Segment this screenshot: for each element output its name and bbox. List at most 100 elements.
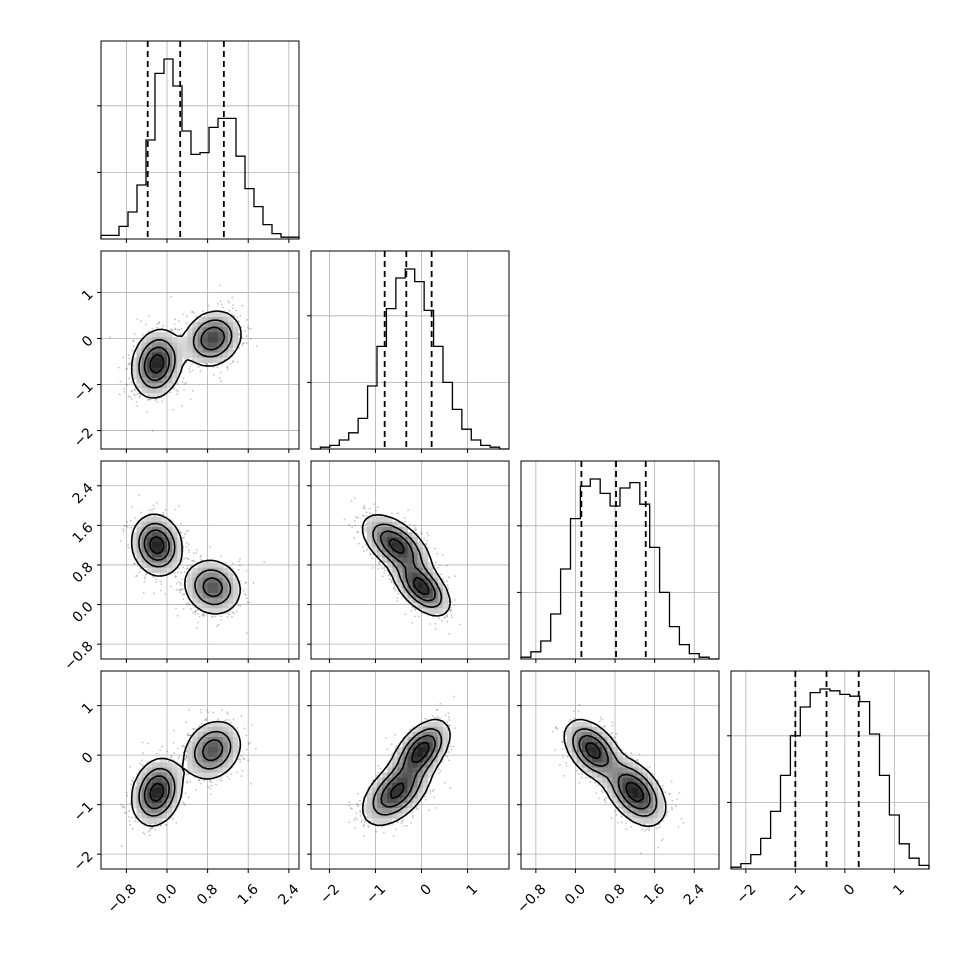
density-cell <box>192 572 198 579</box>
density-cell <box>366 521 373 528</box>
scatter-point <box>147 399 149 401</box>
density-cell <box>207 332 214 338</box>
density-cell <box>192 322 198 328</box>
density-cell <box>437 582 444 589</box>
density-cell <box>207 342 214 348</box>
scatter-point <box>123 525 126 528</box>
scatter-point <box>453 603 456 606</box>
scatter-point <box>143 577 146 580</box>
scatter-point <box>414 529 417 532</box>
density-cell <box>437 577 444 584</box>
scatter-point <box>445 564 448 567</box>
density-cell <box>197 567 203 574</box>
density-cell <box>422 547 429 553</box>
scatter-point <box>125 383 128 386</box>
scatter-point <box>188 551 190 554</box>
scatter-point <box>172 387 175 390</box>
density-cell <box>427 562 434 568</box>
scatter-point <box>216 302 219 305</box>
density-cell <box>172 342 178 348</box>
density-cell <box>202 562 208 568</box>
scatter-point <box>383 569 386 572</box>
panel-frame <box>310 460 510 660</box>
density-cell <box>202 572 208 579</box>
density-cell <box>417 598 424 604</box>
scatter-point <box>131 398 133 400</box>
scatter-point <box>138 571 141 574</box>
scatter-point <box>154 399 157 402</box>
density-cell <box>387 532 393 538</box>
density-cell <box>151 516 158 523</box>
panel-frame <box>100 250 300 450</box>
scatter-point <box>239 315 242 317</box>
density-cell <box>227 352 234 358</box>
density-cell <box>197 337 203 343</box>
scatter-point <box>187 529 189 532</box>
density-cell <box>161 342 168 348</box>
density-cell <box>202 322 208 328</box>
scatter-point <box>408 523 411 526</box>
density-cell <box>217 572 224 579</box>
density-cell <box>207 572 214 579</box>
density-cell <box>141 352 148 358</box>
scatter-point <box>200 558 203 561</box>
scatter-point <box>174 508 177 511</box>
density-cell <box>233 337 239 343</box>
density-cell <box>212 357 219 364</box>
scatter-point <box>148 509 151 511</box>
scatter-point <box>228 309 231 312</box>
scatter-point <box>192 611 195 614</box>
contour-level-0 <box>130 513 241 615</box>
density-cell <box>222 342 229 348</box>
density-cell <box>422 567 429 574</box>
density-cell <box>141 547 148 553</box>
scatter-point <box>243 342 245 344</box>
density-cell <box>167 547 173 553</box>
density-cell <box>217 311 224 318</box>
scatter-point <box>148 315 151 317</box>
scatter-point <box>390 581 392 584</box>
density-cell <box>422 572 429 579</box>
density-cell <box>407 547 413 553</box>
scatter-point <box>369 553 372 556</box>
scatter-point <box>350 499 353 502</box>
scatter-point <box>216 366 219 369</box>
scatter-point <box>434 622 437 625</box>
density-cell <box>136 557 142 563</box>
scatter-point <box>130 526 133 529</box>
density-cell <box>151 388 158 394</box>
density-cell <box>371 542 378 548</box>
scatter-point <box>449 610 452 613</box>
density-cell <box>192 593 198 599</box>
scatter-point <box>181 578 183 581</box>
scatter-point <box>180 531 183 534</box>
density-cell <box>417 593 424 599</box>
density-cell <box>432 577 439 584</box>
density-cell <box>146 557 153 563</box>
density-cell <box>382 542 388 548</box>
density-cell <box>202 342 208 348</box>
scatter-point <box>448 632 450 635</box>
scatter-point <box>226 367 229 369</box>
density-cell <box>443 593 449 599</box>
density-cell <box>172 347 178 353</box>
density-cell <box>212 587 219 594</box>
scatter-point <box>125 524 128 527</box>
density-cell <box>151 383 158 389</box>
density-cell <box>407 552 413 558</box>
density-cell <box>167 521 173 528</box>
scatter-point <box>355 516 357 518</box>
density-cell <box>156 357 163 364</box>
scatter-point <box>155 578 158 581</box>
density-cell <box>156 567 163 574</box>
density-cell <box>197 598 203 604</box>
scatter-point <box>226 369 229 371</box>
scatter-point <box>245 597 248 600</box>
density-cell <box>146 542 153 548</box>
density-cell <box>217 332 224 338</box>
scatter-point <box>357 531 359 534</box>
scatter-point <box>138 396 141 399</box>
scatter-point <box>227 300 230 302</box>
density-cell <box>382 527 388 533</box>
scatter-point <box>231 296 234 299</box>
